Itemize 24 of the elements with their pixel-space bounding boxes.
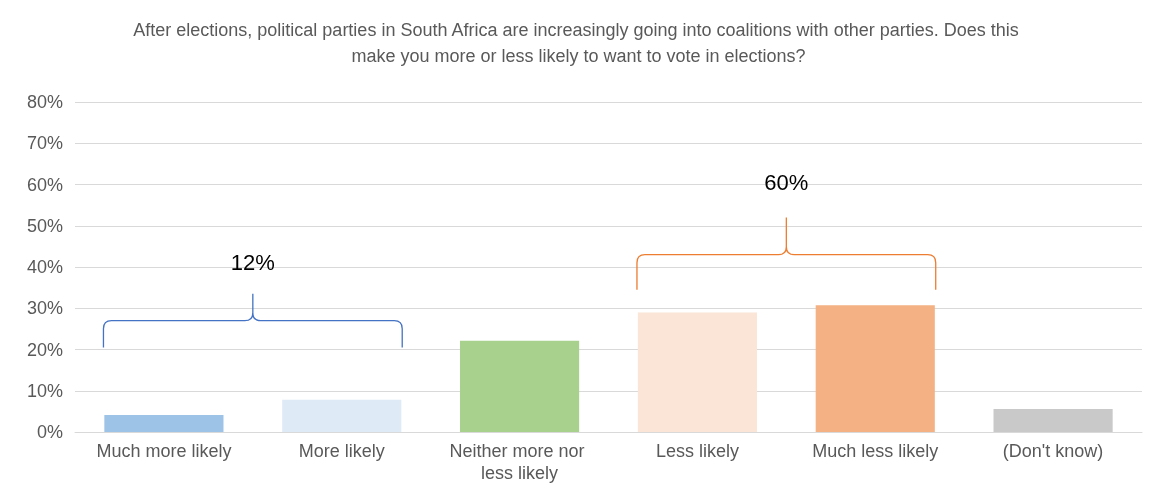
x-tick-label: More likely [298,441,385,461]
x-tick-label: (Don't know) [1002,441,1104,461]
y-tick-label: 70% [26,133,63,154]
y-tick-label: 30% [26,298,63,319]
annotation: 60% [764,169,809,195]
y-tick-label: 80% [26,92,63,112]
bar [637,312,757,432]
y-tick-label: 20% [26,339,63,360]
y-tick-label: 10% [26,380,63,401]
x-tick-label: Less likely [655,441,739,461]
y-tick-label: 40% [26,257,63,277]
bar [282,399,402,432]
bar [815,305,935,432]
x-tick-label: Neither more nor less likely [449,441,590,483]
y-tick-label: 50% [26,215,63,236]
chart-title: After elections, political parties in South Africa are increasingly going into coalitions with other parties. Does this make you more or less likely to want to vote in elections? [133,20,1024,66]
annotation: 12% [230,250,275,276]
bar [460,340,580,432]
y-tick-label: 0% [36,422,63,442]
x-tick-label: Much more likely [96,441,232,461]
bar [993,408,1113,432]
bar [104,415,224,432]
y-tick-label: 60% [26,174,63,195]
x-tick-label: Much less likely [812,441,939,461]
